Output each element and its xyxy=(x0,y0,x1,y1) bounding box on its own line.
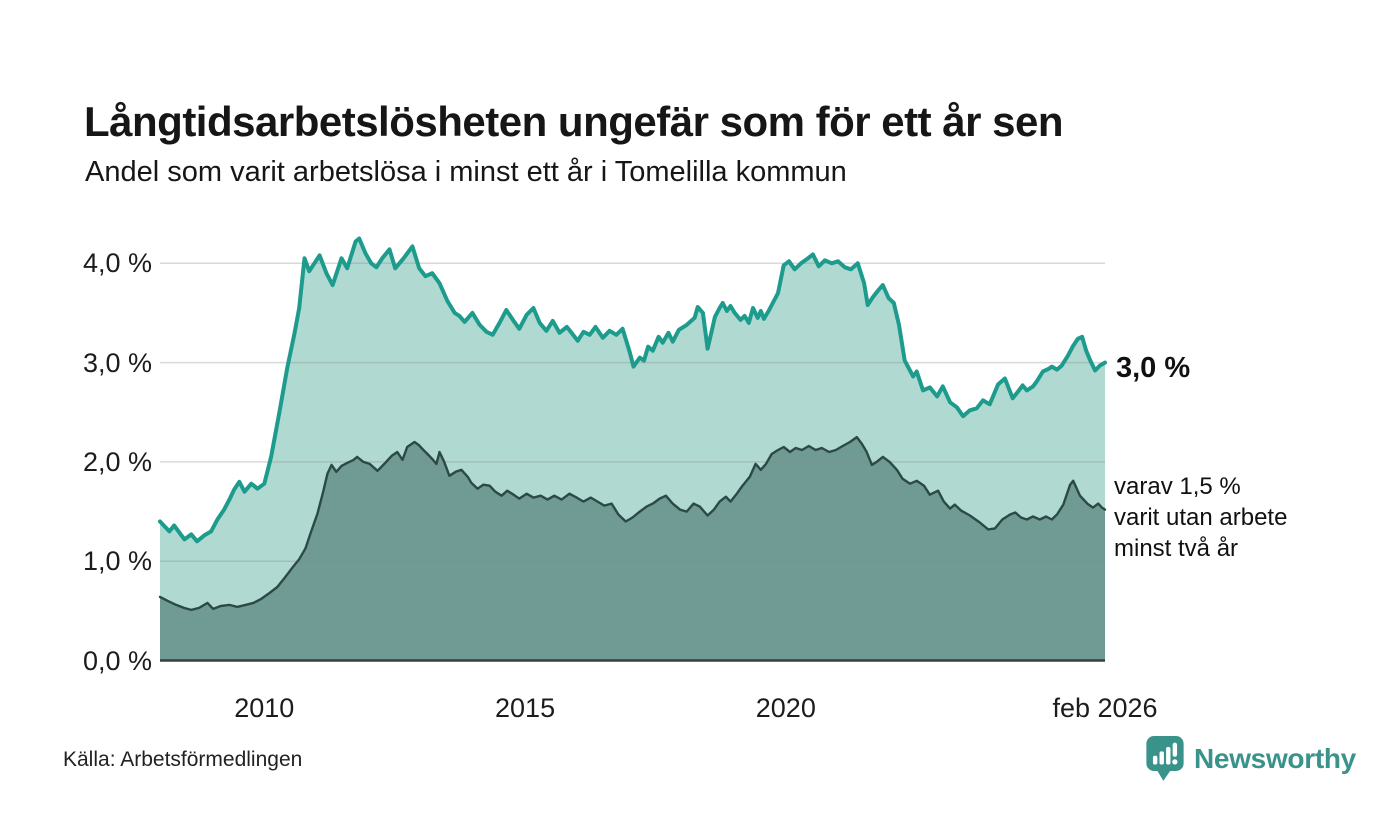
newsworthy-bubble-chart-icon xyxy=(1146,736,1184,781)
y-tick-label: 1,0 % xyxy=(82,546,152,577)
y-tick-label: 4,0 % xyxy=(82,248,152,279)
x-tick-label: 2010 xyxy=(234,693,295,723)
page-title: Långtidsarbetslösheten ungefär som för e… xyxy=(84,98,1064,146)
page-subtitle: Andel som varit arbetslösa i minst ett å… xyxy=(85,156,847,188)
y-tick-label: 3,0 % xyxy=(82,347,152,378)
x-tick-label: 2020 xyxy=(755,693,816,723)
x-tick-label: 2015 xyxy=(495,693,556,723)
two-year-share-note: varav 1,5 % varit utan arbete minst två … xyxy=(1114,473,1288,562)
source-credit: Källa: Arbetsförmedlingen xyxy=(63,748,303,771)
newsworthy-wordmark: Newsworthy xyxy=(1194,743,1356,774)
y-tick-label: 2,0 % xyxy=(82,446,152,477)
x-tick-label: feb 2026 xyxy=(1052,693,1158,723)
newsworthy-logo: Newsworthy xyxy=(1146,736,1356,782)
latest-value-label: 3,0 % xyxy=(1116,352,1191,384)
y-tick-label: 0,0 % xyxy=(82,645,152,676)
